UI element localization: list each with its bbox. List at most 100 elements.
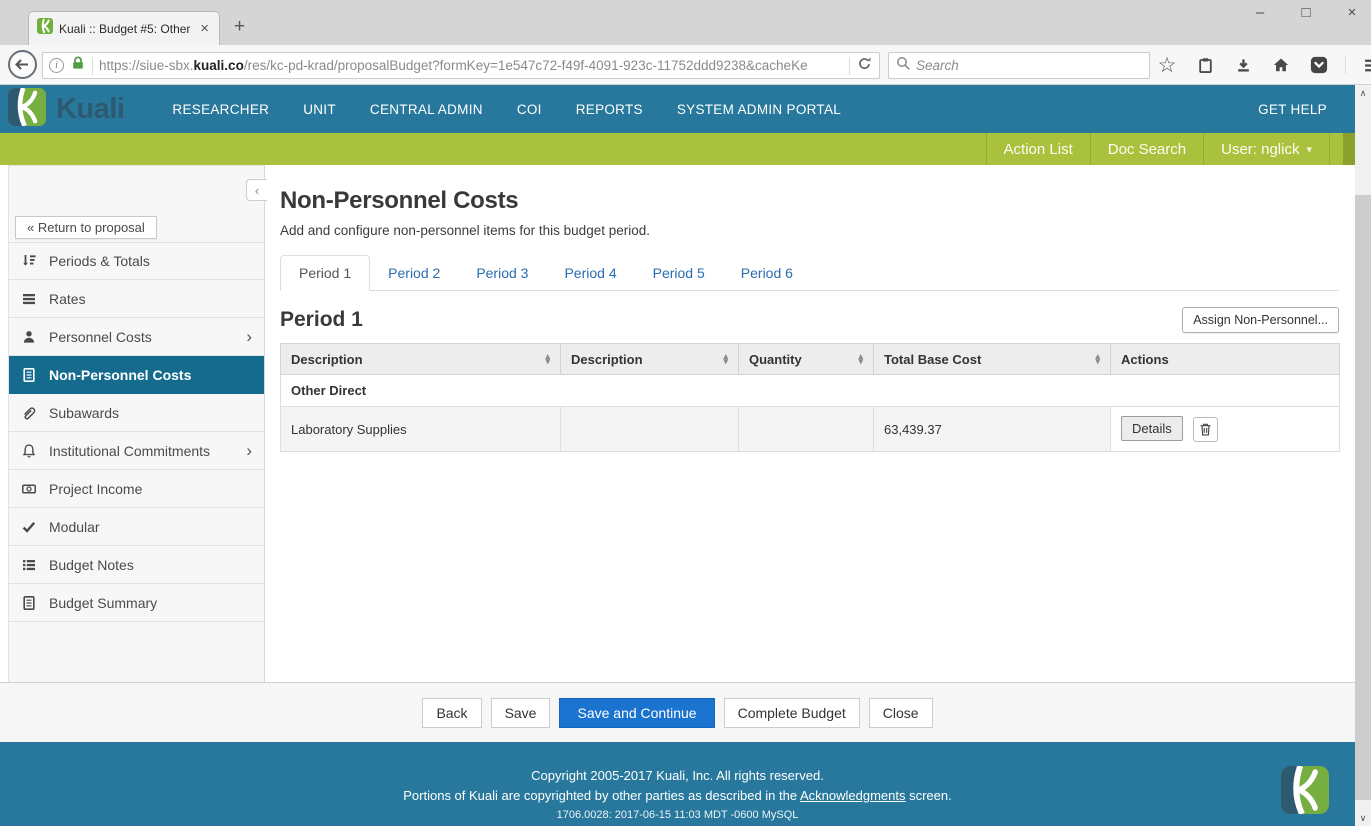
tab-period-6[interactable]: Period 6	[740, 265, 793, 281]
column-header-total-base-cost[interactable]: Total Base Cost ▴ ▾	[873, 343, 1111, 375]
sidebar-item-subawards[interactable]: Subawards	[9, 394, 264, 432]
window-maximize-button[interactable]: □	[1301, 4, 1311, 21]
column-header-description[interactable]: Description ▴ ▾	[280, 343, 561, 375]
sidebar-item-personnel-costs[interactable]: Personnel Costs ›	[9, 318, 264, 356]
site-footer: Copyright 2005-2017 Kuali, Inc. All righ…	[0, 742, 1355, 826]
page-info-icon[interactable]: i	[49, 58, 64, 73]
nav-coi[interactable]: COI	[516, 101, 542, 117]
browser-tab[interactable]: Kuali :: Budget #5: Other Bud ×	[28, 11, 220, 45]
period-section-header: Period 1 Assign Non-Personnel...	[280, 307, 1339, 333]
column-header-actions: Actions	[1110, 343, 1340, 375]
scroll-down-arrow[interactable]: ∨	[1359, 812, 1367, 823]
new-tab-button[interactable]: +	[234, 16, 246, 37]
back-button[interactable]: Back	[422, 697, 482, 728]
delete-button[interactable]	[1193, 417, 1219, 443]
sidebar-item-non-personnel-costs[interactable]: Non-Personnel Costs	[9, 356, 264, 394]
group-row: Other Direct	[280, 374, 1340, 407]
search-box[interactable]	[888, 52, 1150, 79]
cell-description: Laboratory Supplies	[280, 406, 561, 452]
window-controls: – □ ×	[1251, 4, 1361, 21]
nav-reports[interactable]: REPORTS	[575, 101, 643, 117]
cell-total-base-cost: 63,439.37	[873, 406, 1111, 452]
vertical-scrollbar[interactable]: ∧ ∨	[1355, 85, 1371, 826]
nav-central-admin[interactable]: CENTRAL ADMIN	[369, 101, 483, 117]
scroll-up-arrow[interactable]: ∧	[1359, 87, 1367, 98]
tab-period-4[interactable]: Period 4	[564, 265, 617, 281]
assign-non-personnel-button[interactable]: Assign Non-Personnel...	[1182, 307, 1339, 333]
action-list-link[interactable]: Action List	[985, 133, 1090, 165]
save-button[interactable]: Save	[490, 697, 551, 728]
sidebar-item-budget-summary[interactable]: Budget Summary	[9, 584, 264, 622]
search-input[interactable]	[916, 58, 1142, 73]
form-action-bar: Back Save Save and Continue Complete Bud…	[0, 682, 1355, 742]
chevron-right-icon: ›	[246, 440, 252, 460]
save-and-continue-button[interactable]: Save and Continue	[559, 697, 715, 728]
tab-period-3[interactable]: Period 3	[476, 265, 529, 281]
sidebar-item-project-income[interactable]: Project Income	[9, 470, 264, 508]
return-to-proposal-button[interactable]: « Return to proposal	[15, 216, 157, 239]
url-divider	[92, 56, 93, 75]
tab-period-2[interactable]: Period 2	[388, 265, 441, 281]
https-lock-icon[interactable]	[70, 55, 86, 76]
tab-title: Kuali :: Budget #5: Other Bud	[59, 21, 192, 36]
page-title: Non-Personnel Costs	[280, 187, 519, 214]
details-button[interactable]: Details	[1121, 415, 1183, 441]
utility-bar-endcap	[1343, 133, 1355, 165]
sidebar-item-rates[interactable]: Rates	[9, 280, 264, 318]
nav-system-admin-portal[interactable]: SYSTEM ADMIN PORTAL	[676, 101, 842, 117]
sidebar-item-institutional-commitments[interactable]: Institutional Commitments ›	[9, 432, 264, 470]
bookmark-star-icon[interactable]: ☆	[1157, 53, 1177, 77]
downloads-icon[interactable]	[1231, 52, 1255, 78]
nav-unit[interactable]: UNIT	[303, 101, 336, 117]
reload-icon[interactable]	[856, 55, 873, 77]
complete-budget-button[interactable]: Complete Budget	[723, 697, 860, 728]
bell-icon	[22, 443, 36, 458]
sidebar-item-modular[interactable]: Modular	[9, 508, 264, 546]
back-navigation-button[interactable]	[7, 49, 38, 85]
window-close-button[interactable]: ×	[1347, 4, 1357, 21]
kuali-footer-logo	[1281, 766, 1329, 819]
chevron-down-icon: ▾	[1306, 143, 1312, 156]
doc-search-link[interactable]: Doc Search	[1089, 133, 1203, 165]
sidebar-collapse-button[interactable]: ‹	[246, 179, 267, 201]
document-icon	[23, 367, 35, 382]
list-icon	[23, 559, 35, 570]
kuali-logo[interactable]	[8, 87, 46, 131]
url-text[interactable]: https://siue-sbx.kuali.co/res/kc-pd-krad…	[99, 58, 808, 73]
toolbar-divider	[1345, 56, 1346, 74]
bookmarks-clipboard-icon[interactable]	[1193, 52, 1217, 78]
utility-bar-divider	[1329, 133, 1343, 165]
period-tabs: Period 1 Period 2 Period 3 Period 4 Peri…	[280, 255, 1339, 291]
sort-icon: ▴ ▾	[723, 351, 728, 366]
close-button[interactable]: Close	[868, 697, 933, 728]
pocket-icon[interactable]	[1307, 52, 1331, 78]
nav-researcher[interactable]: RESEARCHER	[172, 101, 270, 117]
scrollbar-thumb[interactable]	[1355, 195, 1371, 800]
sidebar-item-label: Personnel Costs	[49, 328, 152, 345]
tab-period-5[interactable]: Period 5	[652, 265, 705, 281]
get-help-link[interactable]: GET HELP	[1258, 101, 1327, 117]
sidebar-item-label: Non-Personnel Costs	[49, 366, 192, 383]
toolbar-icons: ☆	[1155, 52, 1371, 78]
app-header: Kuali RESEARCHER UNIT CENTRAL ADMIN COI …	[0, 85, 1355, 133]
brand-name[interactable]: Kuali	[56, 92, 125, 125]
search-icon	[896, 56, 911, 76]
tab-close-icon[interactable]: ×	[200, 20, 209, 37]
user-menu[interactable]: User: nglick ▾	[1203, 133, 1329, 165]
url-bar[interactable]: i https://siue-sbx.kuali.co/res/kc-pd-kr…	[42, 52, 880, 79]
menu-hamburger-icon[interactable]	[1360, 52, 1371, 78]
paperclip-icon	[24, 406, 36, 419]
browser-tab-bar: Kuali :: Budget #5: Other Bud × + – □ ×	[0, 0, 1371, 45]
sidebar-item-budget-notes[interactable]: Budget Notes	[9, 546, 264, 584]
browser-toolbar: i https://siue-sbx.kuali.co/res/kc-pd-kr…	[0, 45, 1371, 85]
window-minimize-button[interactable]: –	[1255, 4, 1265, 21]
column-header-description-2[interactable]: Description ▴ ▾	[560, 343, 739, 375]
column-header-quantity[interactable]: Quantity ▴ ▾	[738, 343, 874, 375]
person-icon	[23, 330, 35, 343]
sidebar-item-periods-totals[interactable]: Periods & Totals	[9, 242, 264, 280]
acknowledgments-link[interactable]: Acknowledgments	[799, 788, 906, 803]
tab-period-1[interactable]: Period 1	[280, 255, 371, 291]
home-icon[interactable]	[1269, 52, 1293, 78]
document-icon	[23, 595, 35, 610]
